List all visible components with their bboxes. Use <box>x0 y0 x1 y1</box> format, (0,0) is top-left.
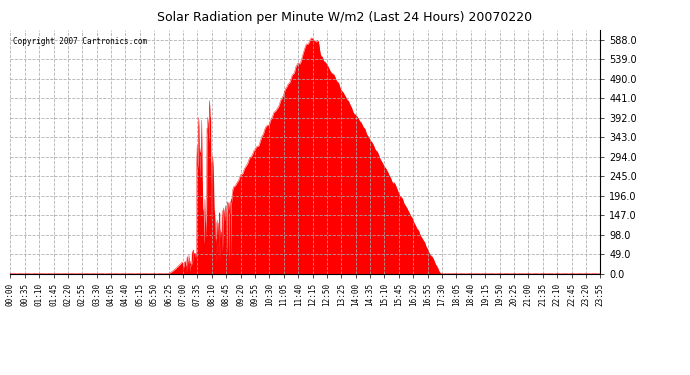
Text: Solar Radiation per Minute W/m2 (Last 24 Hours) 20070220: Solar Radiation per Minute W/m2 (Last 24… <box>157 11 533 24</box>
Text: Copyright 2007 Cartronics.com: Copyright 2007 Cartronics.com <box>13 38 148 46</box>
